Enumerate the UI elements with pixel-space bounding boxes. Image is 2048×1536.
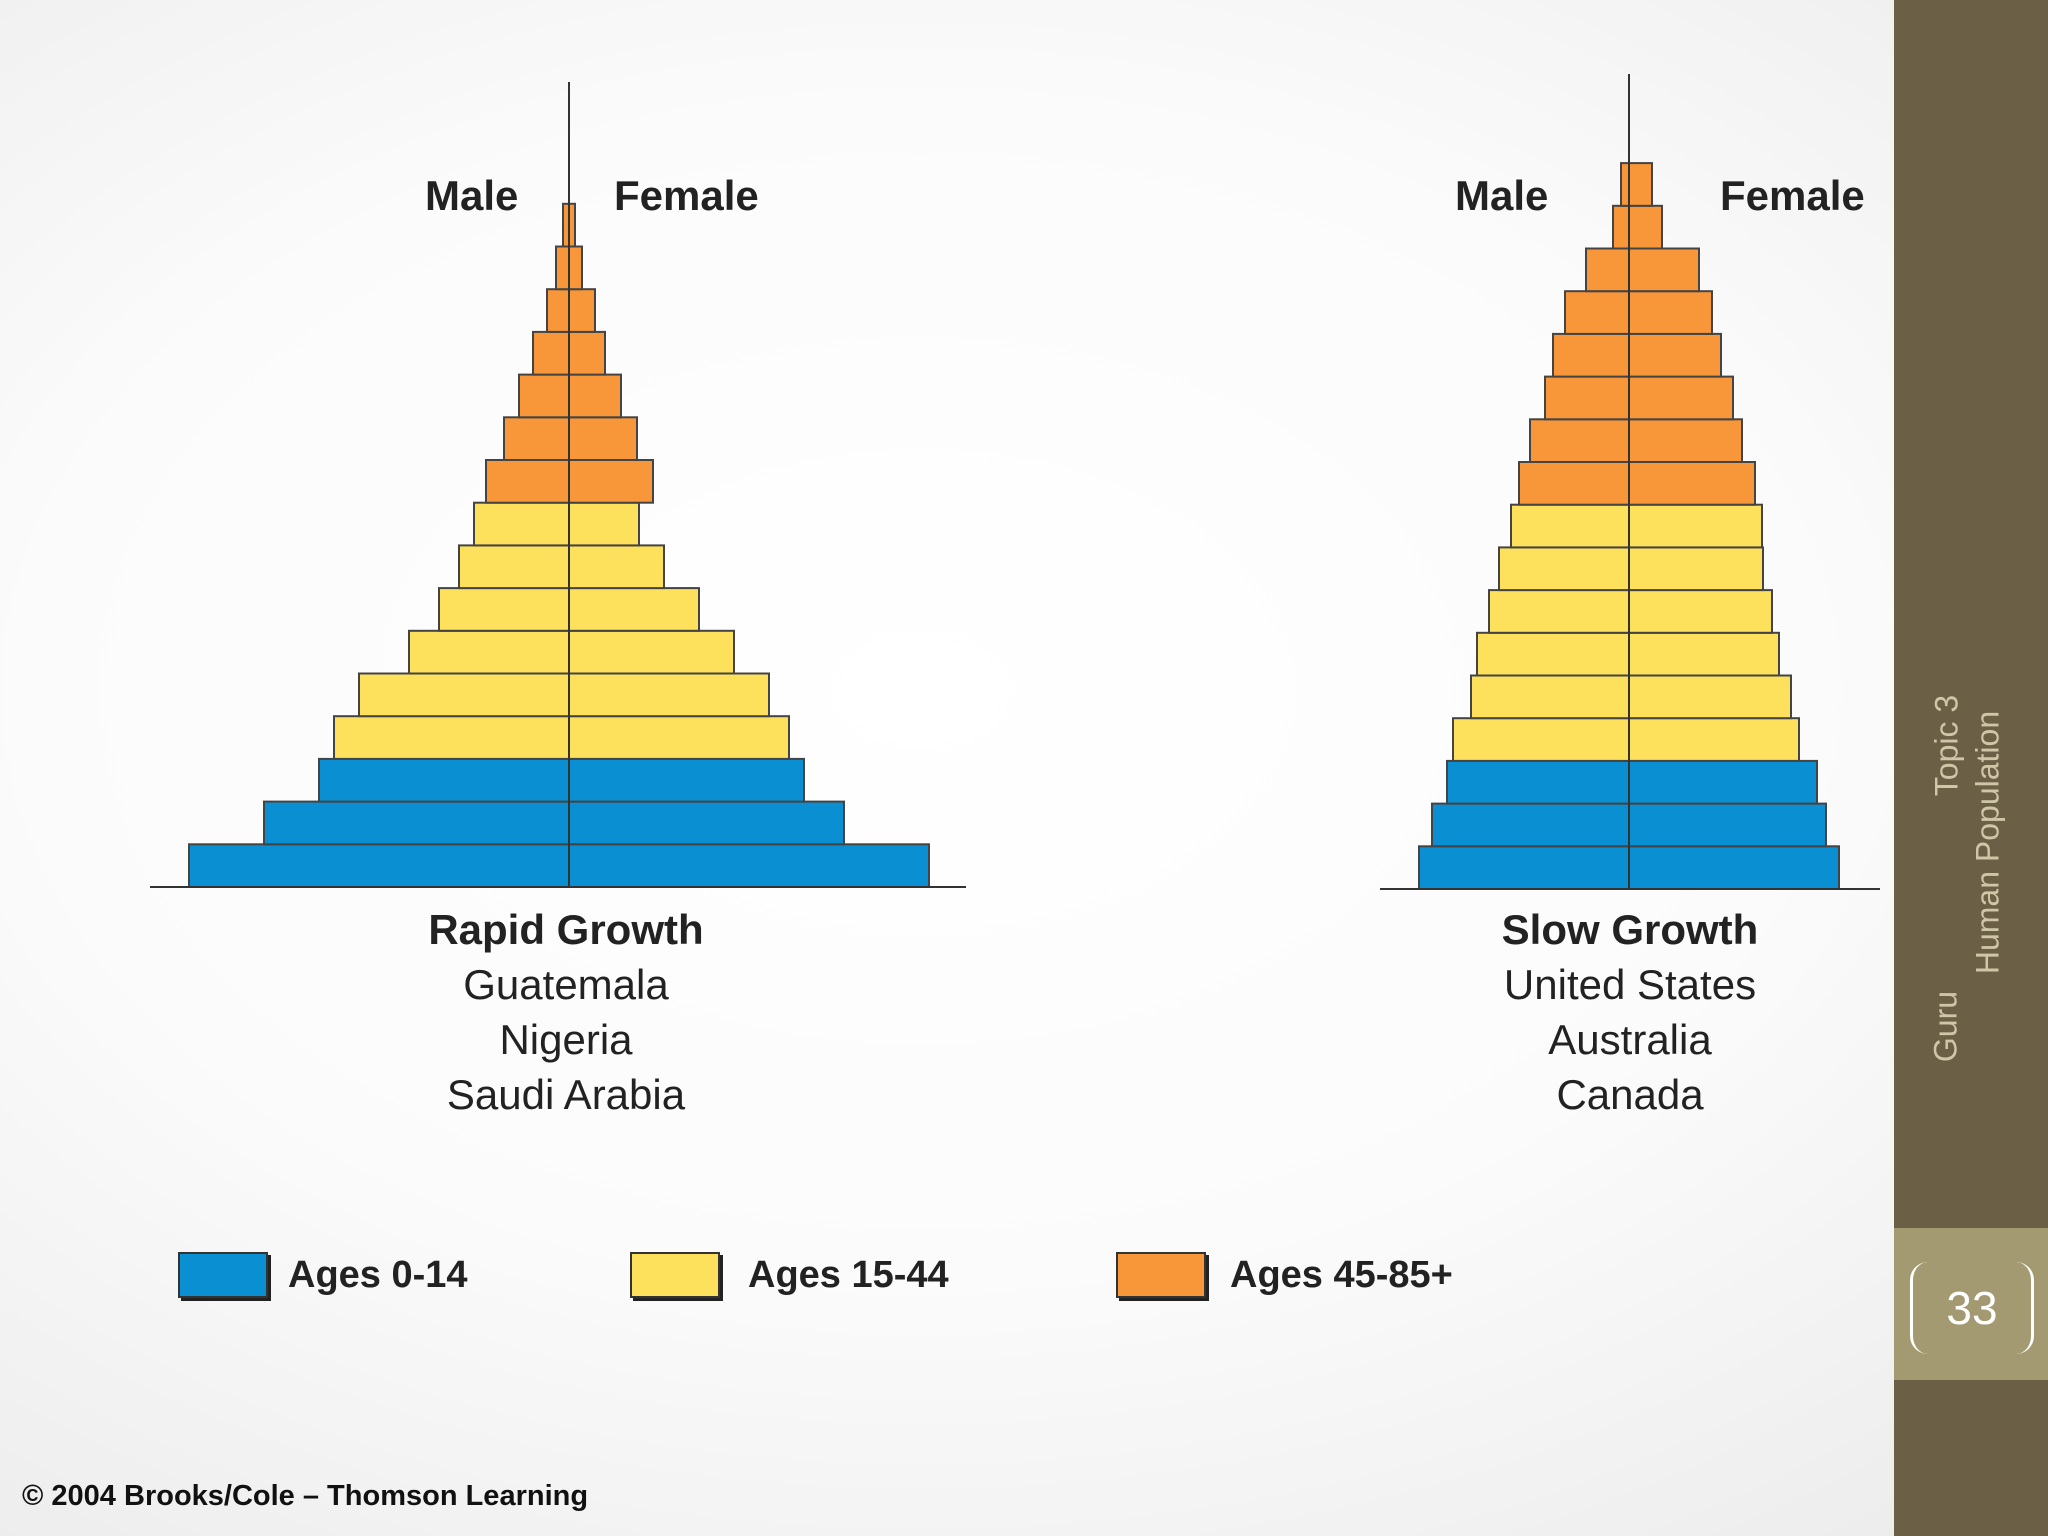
pyramid-1-male-bar-14 (1585, 247, 1630, 293)
pyramid-1-male-bar-4 (1470, 674, 1630, 720)
pyramid-1-male-bar-1 (1431, 802, 1630, 848)
right-pyramid-country-2: Australia (1548, 1016, 1712, 1063)
right-pyramid-country-3: Canada (1556, 1071, 1704, 1118)
pyramid-0-female-bar-9 (568, 459, 654, 504)
pyramid-1-female-bar-13 (1628, 290, 1713, 335)
pyramid-1-female-bar-1 (1628, 802, 1827, 848)
pyramid-0-female-bar-10 (568, 416, 638, 461)
pyramid-0-female-bar-12 (568, 330, 606, 376)
left-pyramid-male-label: Male (425, 172, 519, 219)
right-pyramid-country-1: United States (1503, 961, 1757, 1008)
legend-label-0: Ages 0-14 (288, 1253, 468, 1296)
legend-item-2: Ages 45-85+ (1116, 1252, 1453, 1298)
legend-swatch-2 (1116, 1252, 1206, 1298)
pyramid-0-male-bar-13 (546, 288, 570, 333)
pyramid-1-female-bar-0 (1628, 845, 1840, 890)
legend-item-1: Ages 15-44 (630, 1252, 949, 1298)
left-pyramid-female-label: Female (614, 172, 759, 219)
sidebar-author: Guru (1927, 990, 1964, 1063)
pyramid-1-male-bar-0 (1418, 845, 1630, 890)
pyramid-1-female-bar-16 (1628, 162, 1653, 207)
pyramid-1-male-bar-6 (1488, 589, 1630, 634)
right-pyramid-title: Slow Growth (1501, 906, 1759, 953)
pyramid-1-female-bar-7 (1628, 546, 1764, 592)
pyramid-0-female-bar-13 (568, 288, 596, 333)
pyramid-0-male-bar-5 (408, 629, 570, 675)
pyramid-0-female-bar-1 (568, 800, 845, 846)
left-pyramid-country-2: Nigeria (499, 1016, 633, 1063)
pyramid-0-female-bar-7 (568, 544, 665, 590)
pyramid-1-female-bar-11 (1628, 375, 1734, 421)
pyramid-1-female-bar-9 (1628, 461, 1756, 506)
pyramid-1-male-bar-5 (1476, 631, 1630, 677)
pyramid-1-female-bar-12 (1628, 332, 1722, 378)
slide-area: Male Female Male Female Rapid Growth Gua… (22, 74, 1880, 1512)
pyramid-1-female-bar-5 (1628, 631, 1780, 677)
pyramid-1-female-bar-8 (1628, 503, 1763, 549)
pyramid-1-male-bar-10 (1529, 418, 1630, 463)
pyramid-0-female-bar-3 (568, 715, 790, 760)
pyramid-0-male-bar-9 (485, 459, 570, 504)
pyramid-1-female-bar-15 (1628, 204, 1663, 250)
pyramids-canvas (150, 74, 1880, 890)
page-number-frame (1910, 1262, 2034, 1354)
pyramid-0-male-bar-0 (188, 843, 570, 888)
right-pyramid-female-label: Female (1720, 172, 1865, 219)
pyramid-0-male-bar-12 (532, 330, 570, 376)
pyramid-0-female-bar-14 (568, 245, 583, 291)
pyramid-0-male-bar-8 (473, 501, 570, 547)
sidebar-topic-line2: Human Population (1969, 710, 2006, 975)
pyramid-0-male-bar-4 (358, 672, 570, 718)
pyramid-1-male-bar-15 (1612, 204, 1630, 250)
pyramid-0-female-bar-0 (568, 843, 930, 888)
pyramid-0-female-bar-8 (568, 501, 640, 547)
pyramid-1-male-bar-7 (1498, 546, 1630, 592)
pyramid-1-female-bar-6 (1628, 589, 1773, 634)
legend-swatch-0 (178, 1252, 268, 1298)
pyramid-0-male-bar-11 (518, 373, 570, 419)
pyramid-1-female-bar-4 (1628, 674, 1792, 720)
pyramid-1-male-bar-2 (1446, 759, 1630, 805)
left-pyramid-caption: Rapid Growth Guatemala Nigeria Saudi Ara… (366, 902, 766, 1122)
pyramid-0-female-bar-4 (568, 672, 770, 718)
legend-label-2: Ages 45-85+ (1230, 1253, 1453, 1296)
sidebar-topic-line1: Topic 3 (1928, 694, 1965, 797)
pyramid-0-male-bar-2 (318, 757, 570, 803)
legend-label-1: Ages 15-44 (748, 1253, 949, 1296)
pyramid-0-male-bar-1 (263, 800, 570, 846)
page-number: 33 (1946, 1282, 1998, 1334)
pyramid-0-female-bar-5 (568, 629, 735, 675)
pyramid-1-female-bar-10 (1628, 418, 1743, 463)
legend-swatch-1 (630, 1252, 720, 1298)
pyramid-1-male-bar-11 (1544, 375, 1630, 421)
pyramid-0-female-bar-2 (568, 757, 805, 803)
pyramid-0-male-bar-10 (503, 416, 570, 461)
right-pyramid-caption: Slow Growth United States Australia Cana… (1430, 902, 1830, 1122)
pyramid-1-female-bar-14 (1628, 247, 1700, 293)
pyramid-0-male-bar-6 (438, 587, 570, 632)
pyramid-0-male-bar-14 (555, 245, 570, 291)
pyramid-1-male-bar-16 (1620, 162, 1630, 207)
right-pyramid-male-label: Male (1455, 172, 1549, 219)
pyramid-0-female-bar-6 (568, 587, 700, 632)
pyramid-0-male-bar-7 (458, 544, 570, 590)
left-pyramid-title: Rapid Growth (428, 906, 704, 953)
pyramid-0-male-bar-3 (333, 715, 570, 760)
pyramid-1-male-bar-3 (1452, 717, 1630, 762)
pyramid-1-female-bar-2 (1628, 759, 1818, 805)
pyramid-1-male-bar-12 (1552, 332, 1630, 378)
pyramid-1-male-bar-9 (1518, 461, 1630, 506)
pyramid-0-female-bar-11 (568, 373, 622, 419)
pyramid-1-male-bar-13 (1564, 290, 1630, 335)
pyramid-1-female-bar-3 (1628, 717, 1800, 762)
left-pyramid-country-1: Guatemala (463, 961, 669, 1008)
copyright-notice: © 2004 Brooks/Cole – Thomson Learning (22, 1480, 589, 1512)
legend-item-0: Ages 0-14 (178, 1252, 468, 1298)
page-number-box (1894, 1228, 2048, 1380)
pyramid-1-male-bar-8 (1510, 503, 1630, 549)
left-pyramid-country-3: Saudi Arabia (446, 1071, 686, 1118)
